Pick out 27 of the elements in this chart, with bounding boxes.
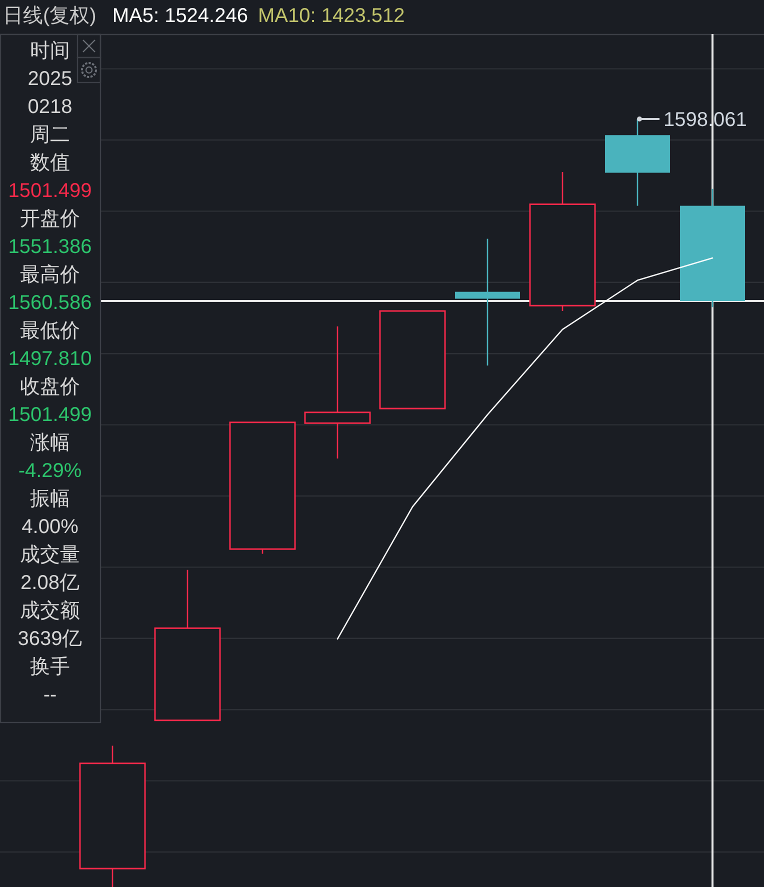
info-card-text: 1497.810 — [8, 348, 92, 370]
legend-entry: MA5: 1524.246 — [112, 5, 248, 27]
info-card-text: 时间 — [30, 40, 70, 62]
info-card-text: -- — [43, 684, 57, 706]
info-card-text: 1501.499 — [8, 404, 92, 426]
info-card-text: 涨幅 — [30, 432, 70, 454]
info-card-text: 1551.386 — [8, 236, 92, 258]
info-card-text: 3639亿 — [18, 628, 82, 650]
title: 日线(复权) — [3, 5, 96, 27]
info-card-text: 最低价 — [20, 320, 80, 342]
info-card-text: 开盘价 — [20, 208, 80, 230]
info-card-text: 周二 — [30, 124, 70, 146]
info-card-text: -4.29% — [18, 460, 82, 482]
info-card-text: 换手 — [30, 656, 70, 678]
info-card-text: 数值 — [30, 152, 70, 174]
info-card-text: 最高价 — [20, 264, 80, 286]
info-card-text: 收盘价 — [20, 376, 80, 398]
info-card-text: 2025 — [28, 68, 72, 90]
info-card-text: 1560.586 — [8, 292, 92, 314]
legend-entry: MA10: 1423.512 — [258, 5, 405, 27]
info-card-text: 成交额 — [20, 600, 80, 622]
info-card-text: 1501.499 — [8, 180, 92, 202]
info-card-text: 4.00% — [22, 516, 78, 538]
info-card-text: 0218 — [28, 96, 72, 118]
info-card-text: 振幅 — [30, 488, 70, 510]
info-card-text: 2.08亿 — [20, 572, 80, 594]
info-card-text: 成交量 — [20, 544, 80, 566]
